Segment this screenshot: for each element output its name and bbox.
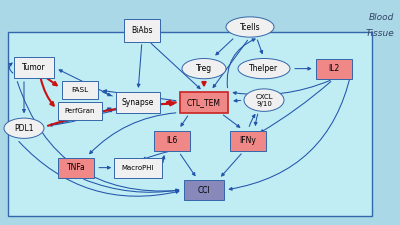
Text: MacroPHI: MacroPHI — [122, 165, 154, 171]
Ellipse shape — [244, 89, 284, 111]
Ellipse shape — [238, 58, 290, 79]
Text: Tissue: Tissue — [365, 29, 394, 38]
FancyBboxPatch shape — [14, 57, 54, 78]
FancyBboxPatch shape — [58, 158, 94, 178]
Ellipse shape — [4, 118, 44, 138]
FancyBboxPatch shape — [8, 32, 372, 216]
FancyBboxPatch shape — [62, 81, 98, 99]
Text: TNFa: TNFa — [67, 163, 85, 172]
Text: FASL: FASL — [72, 87, 88, 93]
Text: IL6: IL6 — [166, 136, 178, 145]
Text: CXCL
9/10: CXCL 9/10 — [255, 94, 273, 107]
FancyBboxPatch shape — [58, 102, 102, 120]
FancyBboxPatch shape — [114, 158, 162, 178]
Ellipse shape — [226, 17, 274, 37]
FancyBboxPatch shape — [124, 19, 160, 42]
Text: PerfGran: PerfGran — [65, 108, 95, 114]
Text: CCI: CCI — [198, 186, 210, 195]
Text: BiAbs: BiAbs — [131, 26, 153, 35]
Text: Treg: Treg — [196, 64, 212, 73]
Text: Tumor: Tumor — [22, 63, 46, 72]
Text: Synapse: Synapse — [122, 98, 154, 107]
Text: IFNy: IFNy — [240, 136, 256, 145]
FancyBboxPatch shape — [316, 58, 352, 79]
Text: CTL_TEM: CTL_TEM — [187, 98, 221, 107]
FancyBboxPatch shape — [230, 130, 266, 151]
Text: Thelper: Thelper — [250, 64, 278, 73]
Ellipse shape — [182, 58, 226, 79]
FancyBboxPatch shape — [154, 130, 190, 151]
FancyBboxPatch shape — [180, 92, 228, 112]
Text: PDL1: PDL1 — [14, 124, 34, 133]
Text: Tcells: Tcells — [240, 22, 260, 32]
FancyBboxPatch shape — [184, 180, 224, 200]
Text: Blood: Blood — [369, 14, 394, 22]
Text: IL2: IL2 — [328, 64, 340, 73]
FancyBboxPatch shape — [116, 92, 160, 112]
